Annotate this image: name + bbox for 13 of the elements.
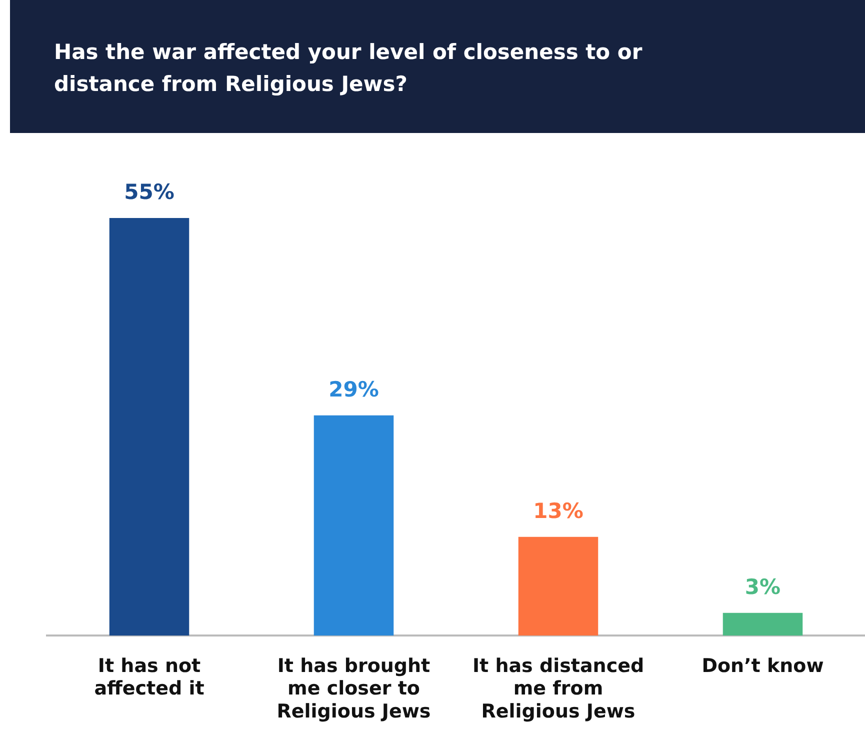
x-tick-label: It has not affected it <box>94 654 204 700</box>
bar <box>518 536 598 636</box>
bar <box>722 612 803 636</box>
bar <box>109 218 190 636</box>
data-label: 29% <box>328 377 379 402</box>
data-label: 55% <box>124 180 174 204</box>
bar <box>314 415 394 636</box>
data-label: 13% <box>533 498 584 523</box>
chart-title: Has the war affected your level of closeness to or distance from Religious Jews? <box>54 39 644 98</box>
x-tick-label: It has brought me closer to Religious Jews <box>276 654 431 723</box>
x-tick-label: It has distanced me from Religious Jews <box>472 654 644 723</box>
data-label: 3% <box>744 574 781 599</box>
x-tick-label: Don’t know <box>702 654 824 677</box>
